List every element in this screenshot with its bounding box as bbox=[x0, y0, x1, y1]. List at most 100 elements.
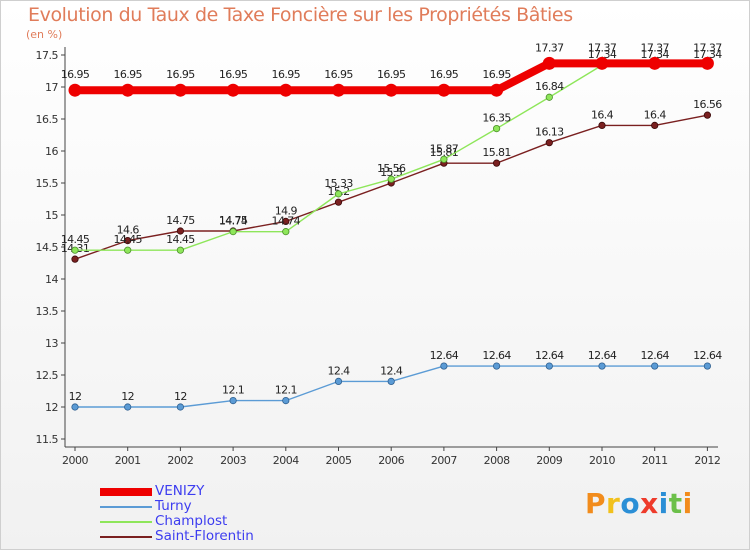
legend-item-turny: Turny bbox=[100, 499, 254, 514]
y-tick-label: 12.5 bbox=[36, 369, 59, 382]
data-point-venizy bbox=[173, 83, 187, 97]
data-point-saint-florentin bbox=[703, 111, 712, 119]
data-label-turny: 12.64 bbox=[693, 349, 722, 362]
legend-item-champlost: Champlost bbox=[100, 514, 254, 529]
y-tick-label: 14 bbox=[45, 273, 58, 286]
proxiti-logo: Proxiti bbox=[585, 487, 693, 520]
data-point-venizy bbox=[384, 83, 398, 97]
data-point-champlost bbox=[545, 93, 553, 101]
data-label-venizy: 16.95 bbox=[113, 68, 142, 81]
data-point-venizy bbox=[648, 56, 662, 70]
data-point-turny bbox=[492, 362, 501, 370]
data-point-champlost bbox=[387, 175, 395, 183]
data-point-venizy bbox=[68, 83, 82, 97]
data-point-champlost bbox=[176, 246, 184, 254]
data-point-turny bbox=[176, 403, 184, 411]
x-tick-label: 2006 bbox=[378, 454, 404, 467]
x-tick-label: 2008 bbox=[484, 454, 510, 467]
data-point-saint-florentin bbox=[492, 159, 501, 167]
data-label-turny: 12 bbox=[174, 390, 187, 403]
data-point-champlost bbox=[124, 246, 132, 254]
data-label-venizy: 17.37 bbox=[640, 41, 669, 54]
data-label-saint-florentin: 16.13 bbox=[535, 126, 564, 139]
data-label-venizy: 16.95 bbox=[482, 68, 511, 81]
x-tick-label: 2010 bbox=[589, 454, 615, 467]
data-label-champlost: 15.33 bbox=[324, 177, 353, 190]
x-tick-label: 2002 bbox=[167, 454, 193, 467]
data-point-turny bbox=[440, 362, 448, 370]
data-label-venizy: 17.37 bbox=[588, 41, 617, 54]
data-label-turny: 12.4 bbox=[327, 364, 350, 377]
data-label-turny: 12.1 bbox=[275, 384, 297, 397]
data-label-turny: 12.64 bbox=[430, 349, 459, 362]
data-label-champlost: 14.74 bbox=[219, 215, 248, 228]
chart-title: Evolution du Taux de Taxe Foncière sur l… bbox=[28, 4, 573, 26]
data-point-champlost bbox=[229, 228, 237, 236]
data-label-saint-florentin: 15.81 bbox=[482, 146, 511, 159]
data-point-turny bbox=[124, 403, 132, 411]
data-label-turny: 12.64 bbox=[588, 349, 617, 362]
data-point-saint-florentin bbox=[71, 255, 79, 263]
legend-item-saint-florentin: Saint-Florentin bbox=[100, 529, 254, 544]
data-label-saint-florentin: 15.5 bbox=[380, 166, 403, 179]
data-label-champlost: 17.34 bbox=[588, 48, 617, 61]
legend-label-saint-florentin: Saint-Florentin bbox=[155, 528, 254, 544]
y-tick-label: 13.5 bbox=[36, 305, 59, 318]
data-label-champlost: 17.34 bbox=[693, 48, 722, 61]
chart-legend: VENIZY Turny Champlost Saint-Florentin bbox=[100, 484, 254, 544]
data-label-saint-florentin: 14.9 bbox=[275, 204, 298, 217]
y-tick-label: 14.5 bbox=[36, 241, 59, 254]
x-tick-label: 2011 bbox=[642, 454, 668, 467]
data-point-saint-florentin bbox=[124, 237, 132, 245]
data-label-saint-florentin: 15.81 bbox=[430, 146, 459, 159]
data-point-saint-florentin bbox=[176, 227, 184, 235]
logo-letter: i bbox=[658, 487, 669, 520]
y-tick-label: 16.5 bbox=[36, 113, 59, 126]
y-tick-label: 15.5 bbox=[36, 177, 59, 190]
data-point-venizy bbox=[332, 83, 345, 97]
data-point-turny bbox=[651, 362, 659, 370]
logo-letter: P bbox=[585, 487, 607, 520]
data-point-turny bbox=[387, 377, 395, 385]
legend-label-turny: Turny bbox=[155, 498, 192, 514]
data-label-saint-florentin: 16.4 bbox=[644, 108, 667, 121]
y-tick-label: 11.5 bbox=[36, 433, 59, 446]
chart-subtitle: (en %) bbox=[26, 28, 63, 41]
logo-letter: i bbox=[682, 487, 693, 520]
data-point-champlost bbox=[282, 228, 290, 236]
logo-letter: x bbox=[640, 487, 659, 520]
data-label-venizy: 16.95 bbox=[219, 68, 248, 81]
data-label-saint-florentin: 14.6 bbox=[117, 224, 140, 237]
data-point-turny bbox=[71, 403, 79, 411]
data-label-turny: 12 bbox=[69, 390, 82, 403]
data-point-saint-florentin bbox=[334, 198, 343, 206]
data-label-champlost: 16.35 bbox=[482, 112, 511, 125]
data-point-saint-florentin bbox=[598, 121, 606, 130]
data-point-turny bbox=[545, 362, 553, 370]
data-label-champlost: 14.74 bbox=[272, 215, 301, 228]
data-label-saint-florentin: 14.75 bbox=[166, 214, 195, 227]
data-label-turny: 12.1 bbox=[222, 384, 244, 397]
legend-swatch-champlost bbox=[100, 520, 152, 523]
data-label-venizy: 16.95 bbox=[324, 68, 353, 81]
data-point-venizy bbox=[542, 56, 556, 70]
logo-letter: o bbox=[620, 487, 641, 520]
data-label-turny: 12.64 bbox=[535, 349, 564, 362]
y-tick-label: 12 bbox=[45, 401, 58, 414]
legend-swatch-saint-florentin bbox=[100, 535, 152, 538]
data-point-venizy bbox=[437, 83, 451, 97]
data-point-saint-florentin bbox=[651, 121, 659, 130]
data-point-turny bbox=[282, 396, 290, 405]
data-label-turny: 12.4 bbox=[380, 364, 403, 377]
data-point-turny bbox=[703, 362, 712, 370]
data-point-venizy bbox=[279, 83, 293, 97]
data-label-saint-florentin: 14.75 bbox=[219, 214, 248, 227]
data-label-venizy: 17.37 bbox=[535, 41, 564, 54]
data-label-champlost: 15.87 bbox=[430, 142, 459, 155]
data-point-champlost bbox=[440, 155, 448, 163]
data-label-venizy: 16.95 bbox=[272, 68, 301, 81]
data-label-saint-florentin: 16.56 bbox=[693, 98, 722, 111]
data-label-champlost: 14.45 bbox=[61, 233, 90, 246]
data-point-venizy bbox=[490, 83, 504, 97]
x-tick-label: 2004 bbox=[273, 454, 299, 467]
